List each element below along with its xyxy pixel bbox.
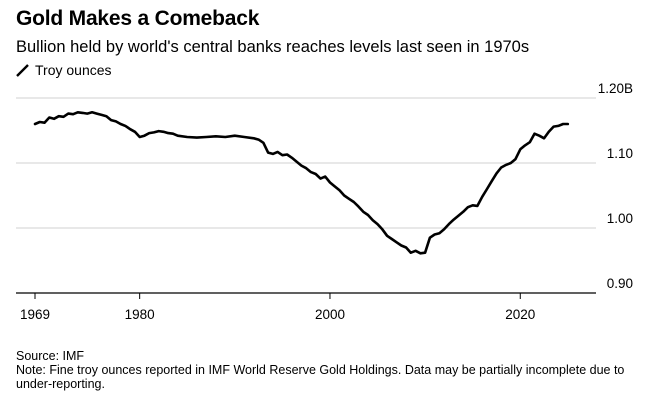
x-tick-label: 1980 <box>125 307 155 322</box>
series-line-troy-ounces <box>33 110 570 255</box>
source-note: Source: IMF <box>16 349 85 363</box>
y-tick-label: 0.90 <box>607 276 633 291</box>
footer: Source: IMF Note: Fine troy ounces repor… <box>16 349 636 391</box>
chart-title: Gold Makes a Comeback <box>16 7 260 30</box>
y-tick-label: 1.20B <box>598 81 633 96</box>
line-chart: 1.20B 1.10 1.00 0.90 1969 1980 2000 2020 <box>16 81 633 322</box>
x-tick-label: 2000 <box>315 307 345 322</box>
x-tick-label: 2020 <box>505 307 535 322</box>
y-tick-label: 1.10 <box>607 146 633 161</box>
data-note: Note: Fine troy ounces reported in IMF W… <box>16 363 625 391</box>
x-tick-label: 1969 <box>20 307 50 322</box>
legend-label: Troy ounces <box>35 62 112 78</box>
chart-subtitle: Bullion held by world's central banks re… <box>16 38 530 56</box>
legend: Troy ounces <box>16 62 112 78</box>
y-tick-label: 1.00 <box>607 211 633 226</box>
legend-line-icon <box>16 63 29 77</box>
